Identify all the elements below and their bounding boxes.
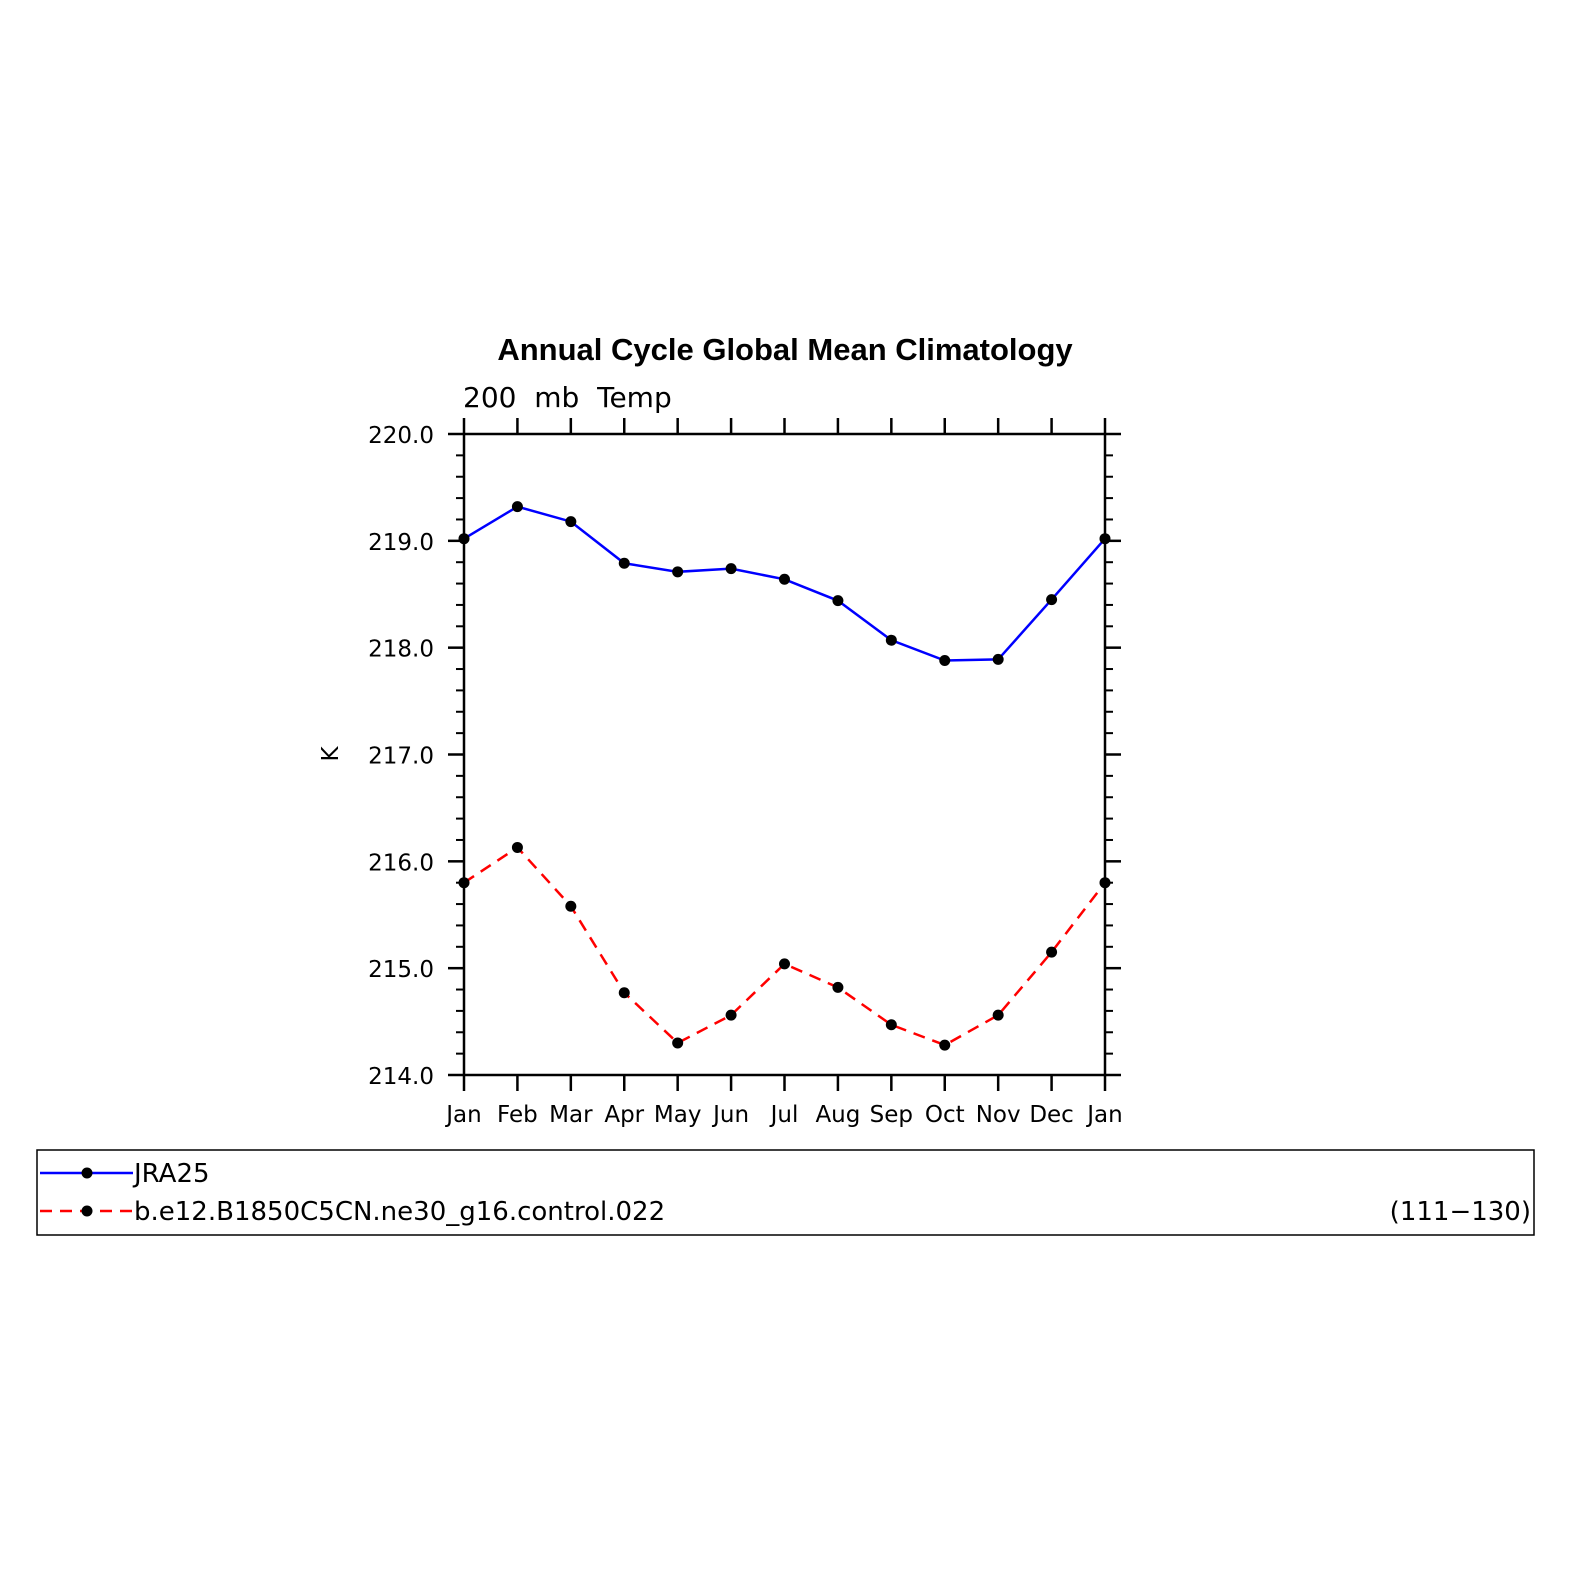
plot-frame	[462, 432, 1107, 1077]
data-point	[511, 841, 523, 853]
y-tick-label: 216.0	[368, 850, 434, 876]
x-tick-label: Jan	[444, 1102, 481, 1128]
data-point	[885, 634, 897, 646]
x-tick-label: Sep	[870, 1102, 913, 1128]
data-point	[779, 573, 790, 585]
legend-box	[36, 1149, 1535, 1236]
data-point	[992, 1009, 1004, 1021]
x-tick-label: Oct	[925, 1102, 965, 1128]
data-point	[939, 654, 951, 666]
data-point	[1046, 594, 1058, 606]
data-point	[1099, 877, 1111, 889]
data-point	[618, 557, 630, 569]
data-point	[618, 987, 630, 999]
x-tick-label: Aug	[815, 1102, 860, 1128]
data-point	[672, 1037, 684, 1049]
data-point	[992, 653, 1004, 665]
legend-marker-model	[81, 1205, 93, 1217]
x-tick-label: May	[654, 1102, 702, 1128]
legend-label-model: b.e12.B1850C5CN.ne30_g16.control.022	[134, 1197, 665, 1227]
axes: Jan Feb Mar Apr May Jun Jul Aug Sep Oct Nov Dec Jan 2…	[368, 418, 1123, 1128]
data-point	[725, 563, 737, 575]
series-layer	[458, 501, 1111, 1051]
data-point	[1046, 946, 1058, 958]
legend-years: (111−130)	[1390, 1197, 1531, 1227]
y-tick-label: 217.0	[368, 744, 434, 770]
data-point	[565, 900, 577, 912]
x-tick-label: Jun	[711, 1102, 749, 1128]
data-point	[779, 958, 790, 970]
legend-label-jra25: JRA25	[132, 1159, 210, 1189]
x-tick-label: Mar	[549, 1102, 593, 1128]
x-tick-label: Nov	[976, 1102, 1021, 1128]
data-point	[1099, 533, 1111, 545]
x-tick-label: Jul	[769, 1102, 799, 1128]
y-axis-label: K	[318, 746, 344, 762]
x-tick-label: Apr	[604, 1102, 644, 1128]
data-point	[832, 981, 844, 993]
data-point	[458, 877, 470, 889]
y-tick-label: 214.0	[368, 1064, 434, 1090]
series-line-1	[463, 845, 1106, 1047]
x-tick-label: Dec	[1029, 1102, 1074, 1128]
data-point	[458, 533, 470, 545]
data-point	[565, 516, 577, 528]
data-point	[725, 1009, 737, 1021]
data-point	[672, 566, 684, 578]
legend-marker-jra25	[81, 1167, 93, 1179]
x-tick-label: Feb	[497, 1102, 538, 1128]
y-tick-label: 215.0	[368, 957, 434, 983]
y-tick-label: 218.0	[368, 637, 434, 663]
legend: JRA25 b.e12.B1850C5CN.ne30_g16.control.0…	[36, 1149, 1535, 1236]
data-point	[511, 501, 523, 513]
chart-title: Annual Cycle Global Mean Climatology	[497, 332, 1073, 367]
y-tick-label: 219.0	[368, 530, 434, 556]
data-point	[832, 595, 844, 607]
data-point	[939, 1039, 951, 1051]
data-point	[885, 1019, 897, 1031]
chart-subtitle: 200 mb Temp	[463, 381, 672, 414]
x-tick-label: Jan	[1085, 1102, 1122, 1128]
y-tick-label: 220.0	[368, 423, 434, 449]
